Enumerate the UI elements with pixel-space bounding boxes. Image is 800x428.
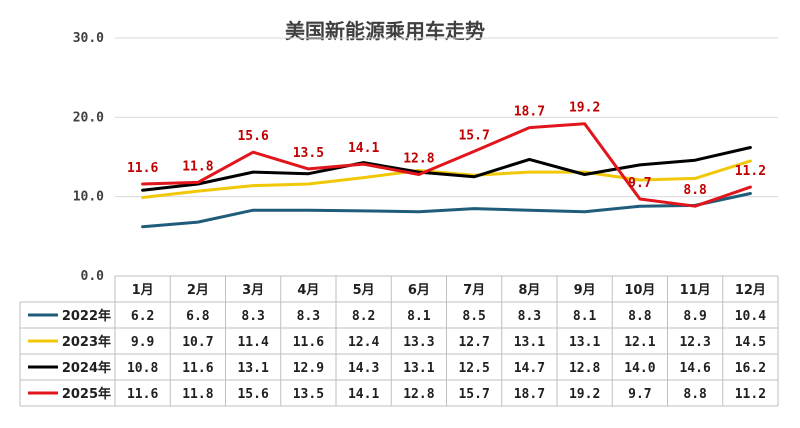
- x-tick-label: 4月: [297, 283, 319, 298]
- series-line-2024年: [141, 146, 752, 192]
- x-tick-label: 1月: [132, 283, 154, 298]
- table-cell: 12.7: [458, 335, 489, 350]
- table-cell: 8.1: [407, 309, 431, 324]
- table-cell: 8.2: [352, 309, 375, 324]
- x-tick-label: 5月: [353, 283, 375, 298]
- x-tick-label: 9月: [574, 283, 596, 298]
- table-cell: 11.2: [735, 387, 766, 402]
- x-tick-label: 7月: [463, 283, 485, 298]
- x-tick-label: 11月: [680, 283, 711, 298]
- data-label: 19.2: [569, 101, 600, 116]
- data-label: 12.8: [403, 151, 434, 166]
- table-cell: 10.4: [735, 309, 766, 324]
- table-cell: 12.8: [403, 387, 434, 402]
- table-cell: 14.3: [348, 361, 379, 376]
- table-cell: 11.6: [127, 387, 158, 402]
- legend-label: 2025年: [62, 386, 111, 402]
- table-cell: 11.6: [293, 335, 324, 350]
- table-cell: 14.5: [735, 335, 766, 350]
- x-tick-label: 2月: [187, 283, 209, 298]
- table-cell: 14.7: [514, 361, 545, 376]
- table-cell: 6.8: [186, 309, 210, 324]
- table-cell: 18.7: [514, 387, 545, 402]
- y-tick-label: 0.0: [81, 269, 105, 284]
- table-cell: 8.9: [683, 309, 706, 324]
- y-tick-label: 30.0: [73, 31, 104, 46]
- table-cell: 10.8: [127, 361, 158, 376]
- table-cell: 13.1: [569, 335, 600, 350]
- table-cell: 14.6: [679, 361, 710, 376]
- y-tick-label: 10.0: [73, 190, 104, 205]
- table-cell: 11.4: [237, 335, 268, 350]
- table-cell: 14.1: [348, 387, 379, 402]
- table-cell: 8.3: [297, 309, 320, 324]
- table-cell: 15.7: [458, 387, 489, 402]
- table-cell: 8.8: [628, 309, 652, 324]
- table-cell: 13.3: [403, 335, 434, 350]
- data-label: 11.6: [127, 161, 158, 176]
- table-cell: 9.7: [628, 387, 651, 402]
- legend-label: 2023年: [62, 334, 111, 350]
- data-label: 14.1: [348, 141, 379, 156]
- table-cell: 13.1: [237, 361, 268, 376]
- data-label: 11.2: [735, 164, 766, 179]
- data-table: 1月 2月 3月 4月 5月 6月 7月 8月 9月 10月 11月 12月 2022年 6.2 6.8 8.…: [19, 275, 779, 407]
- gridlines: [115, 37, 778, 277]
- chart-title: 美国新能源乘用车走势: [285, 19, 485, 43]
- table-cell: 14.0: [624, 361, 655, 376]
- table-cell: 12.5: [458, 361, 489, 376]
- legend-label: 2022年: [62, 308, 111, 324]
- series-line-2022年: [141, 192, 752, 229]
- table-cell: 15.6: [237, 387, 268, 402]
- table-cell: 11.8: [182, 387, 213, 402]
- table-cell: 8.3: [518, 309, 541, 324]
- data-label: 8.8: [683, 183, 707, 198]
- table-cell: 13.1: [514, 335, 545, 350]
- table-cell: 8.8: [683, 387, 707, 402]
- table-cell: 8.3: [241, 309, 264, 324]
- x-tick-label: 12月: [735, 283, 766, 298]
- table-cell: 9.9: [131, 335, 154, 350]
- table-cell: 6.2: [131, 309, 154, 324]
- x-tick-label: 10月: [624, 283, 655, 298]
- x-tick-label: 8月: [518, 283, 540, 298]
- table-cell: 8.1: [573, 309, 597, 324]
- x-tick-label: 3月: [242, 283, 264, 298]
- table-cell: 8.5: [462, 309, 485, 324]
- data-label: 11.8: [182, 159, 213, 174]
- table-cell: 19.2: [569, 387, 600, 402]
- table-cell: 13.1: [403, 361, 434, 376]
- table-cell: 13.5: [293, 387, 324, 402]
- series-line-2025年: [141, 122, 752, 208]
- table-cell: 16.2: [735, 361, 766, 376]
- data-label: 13.5: [293, 146, 324, 161]
- y-tick-label: 20.0: [73, 110, 104, 125]
- table-cell: 11.6: [182, 361, 213, 376]
- table-cell: 10.7: [182, 335, 213, 350]
- data-label: 9.7: [628, 176, 651, 191]
- table-cell: 12.3: [679, 335, 710, 350]
- data-label: 18.7: [514, 105, 545, 120]
- data-label: 15.6: [237, 129, 268, 144]
- x-tick-label: 6月: [408, 283, 430, 298]
- y-axis-ticks: 0.0 10.0 20.0 30.0: [73, 31, 104, 284]
- table-cell: 12.9: [293, 361, 324, 376]
- series-lines: [141, 122, 752, 229]
- table-cell: 12.8: [569, 361, 600, 376]
- legend-label: 2024年: [62, 360, 111, 376]
- series-line-2023年: [141, 159, 752, 199]
- table-cell: 12.1: [624, 335, 655, 350]
- table-cell: 12.4: [348, 335, 379, 350]
- data-label: 15.7: [458, 128, 489, 143]
- data-labels: 11.6 11.8 15.6 13.5 14.1 12.8 15.7 18.7 19.2 9.7 8…: [127, 101, 766, 199]
